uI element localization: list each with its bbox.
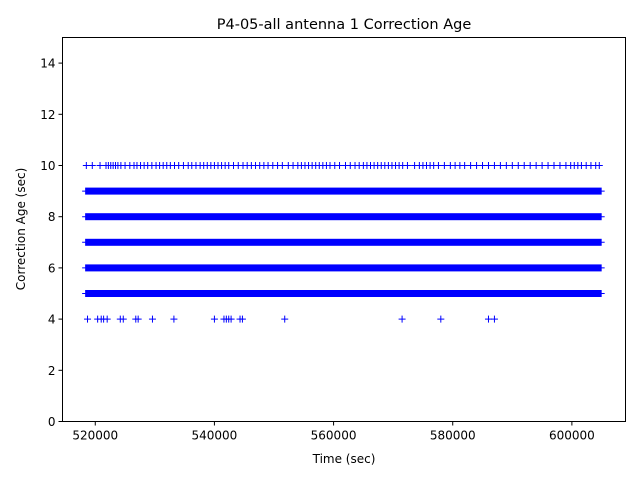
data-point [461,162,469,169]
data-point [556,162,564,169]
band-y8 [82,213,605,221]
data-point [403,162,411,169]
data-point [440,162,448,169]
data-point [484,162,492,169]
data-point [134,315,142,323]
data-point [508,162,516,169]
data-point [336,162,344,169]
data-point [520,162,528,169]
band-y6 [82,264,605,272]
y-tick-label: 8 [48,210,56,224]
y-tick-label: 6 [48,261,56,275]
x-tick-label: 560000 [311,429,357,443]
y-tick-label: 2 [48,364,56,378]
y-tick-label: 10 [40,159,55,173]
data-point [514,162,522,169]
y-axis-label: Correction Age (sec) [14,168,28,291]
y-tick-label: 14 [40,57,55,71]
y-tick-label: 0 [48,415,56,429]
data-point [544,162,552,169]
data-point [278,162,286,169]
data-point [595,162,603,169]
data-point [490,162,498,169]
data-point [434,162,442,169]
data-point [88,162,96,169]
data-point [281,315,289,323]
y-axis: 0 2 4 6 8 10 12 14 [40,57,63,429]
data-point [496,162,504,169]
data-point [484,315,492,323]
data-point [526,162,534,169]
data-point [148,315,156,323]
x-tick-label: 520000 [72,429,118,443]
data-point [210,315,218,323]
data-point [238,315,246,323]
x-axis: 520000 540000 560000 580000 600000 [72,421,595,443]
band-y5 [82,290,605,297]
data-point [96,162,104,169]
x-tick-label: 540000 [192,429,238,443]
data-point [398,315,406,323]
data-point [490,315,498,323]
data-point [467,162,475,169]
x-tick-label: 600000 [549,429,595,443]
y-tick-label: 4 [48,313,56,327]
data-point [84,315,92,323]
data-point [538,162,546,169]
chart-title: P4-05-all antenna 1 Correction Age [217,17,472,33]
data-point [82,162,90,169]
data-point [119,315,127,323]
y-tick-label: 12 [40,108,55,122]
data-point [103,315,111,323]
data-point [479,162,487,169]
x-axis-label: Time (sec) [312,452,376,466]
data-point [473,162,481,169]
plot-area-frame [62,37,626,422]
plot-points [82,162,605,323]
data-point [550,162,558,169]
x-tick-label: 580000 [430,429,476,443]
band-y9 [82,187,605,195]
data-point [227,315,235,323]
data-point [502,162,510,169]
band-y7 [82,238,605,246]
data-point [437,315,445,323]
data-point [532,162,540,169]
data-point [170,315,178,323]
